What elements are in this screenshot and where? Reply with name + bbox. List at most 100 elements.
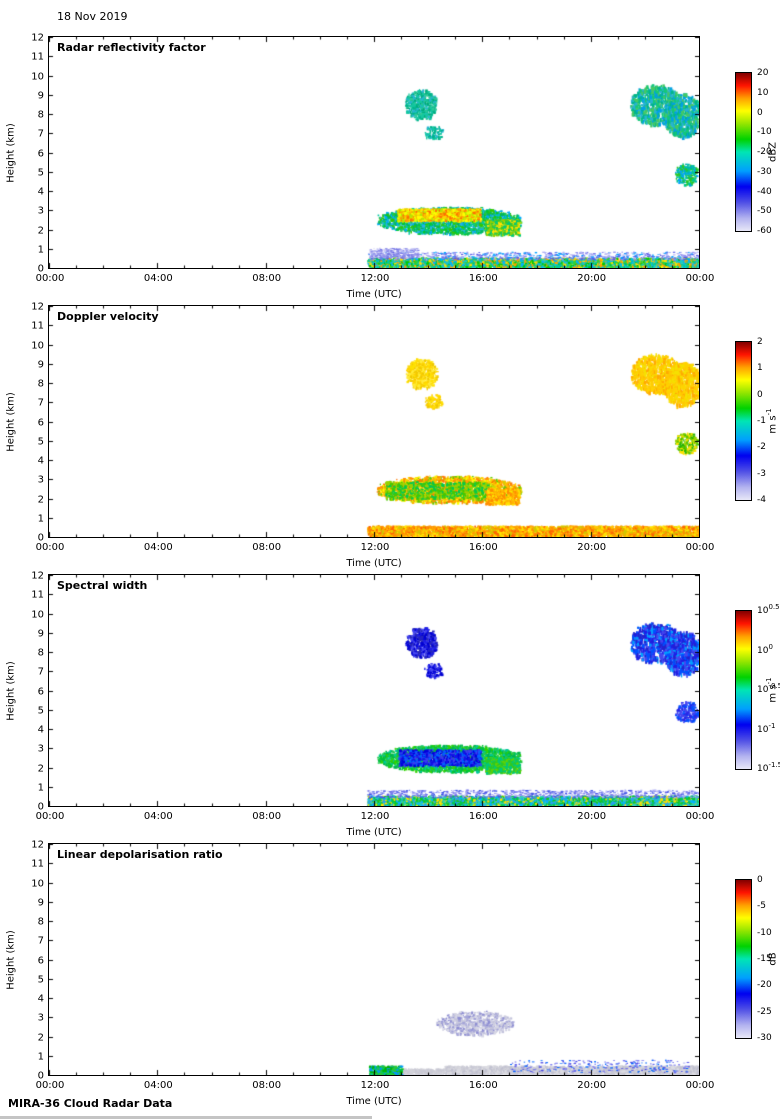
y-tick-label: 3 (37, 1012, 44, 1024)
colorbar-tick-label: -15 (757, 954, 772, 964)
y-tick-label: 4 (37, 186, 44, 198)
x-tick-label: 16:00 (468, 811, 498, 822)
colorbar-tick-label: -1 (757, 416, 766, 426)
colorbar-unit-label: m s-1 (765, 408, 779, 434)
x-tick-label: 08:00 (252, 811, 282, 822)
y-tick-label: 5 (37, 436, 44, 448)
colorbar: 0 -5 -10 -15 -20 -25 -30 (735, 875, 772, 1043)
y-tick-label: 4 (37, 455, 44, 467)
y-tick-label: 10 (31, 878, 44, 889)
x-tick-label: 12:00 (360, 542, 390, 553)
colorbar-tick-label: 20 (757, 68, 769, 78)
y-tick-label: 1 (37, 782, 44, 794)
heatmap-canvas (49, 575, 699, 806)
panel-4-linear-depolarisation-ratio: Linear depolarisation ratio Height (km) 0 1… (0, 835, 780, 1108)
bottom-edge-artifact (0, 1116, 372, 1119)
y-tick-label: 10 (31, 71, 44, 82)
colorbar-tick-label: -30 (757, 1033, 772, 1043)
y-tick-label: 12 (31, 839, 44, 851)
y-tick-label: 1 (37, 1051, 44, 1063)
date-label: 18 Nov 2019 (57, 10, 128, 23)
x-tick-label: 20:00 (577, 811, 607, 822)
y-tick-label: 12 (31, 301, 44, 313)
colorbar-tick-label: -40 (757, 186, 772, 197)
x-tick-label: 08:00 (252, 273, 282, 284)
colorbar-tick-label: -50 (757, 206, 772, 217)
y-tick-label: 6 (37, 955, 44, 966)
y-tick-label: 7 (37, 397, 44, 409)
colorbar-tick-label: -3 (757, 468, 766, 479)
colorbar-tick-label: 100 (757, 642, 773, 656)
x-axis-label: Time (UTC) (346, 827, 402, 838)
y-tick-label: 4 (37, 724, 44, 736)
colorbar: 2 1 0 -1 -2 -3 -4 (735, 337, 766, 505)
y-tick-label: 0 (37, 263, 44, 275)
panel-3-spectral-width: Spectral width Height (km) 0 1 2 3 4 5 6 7 8 9 10 11 1… (0, 566, 780, 839)
y-tick-label: 4 (37, 993, 44, 1005)
y-tick-label: 7 (37, 666, 44, 678)
x-axis-label: Time (UTC) (346, 1096, 402, 1107)
x-tick-label: 16:00 (468, 1080, 498, 1091)
y-tick-label: 12 (31, 570, 44, 582)
colorbar-unit-label: dBZ (767, 141, 779, 163)
colorbar-tick-label: 0 (757, 875, 763, 885)
plot-area: Doppler velocity Height (km) 0 1 2 3 4 5 6 7 8 9 10 1… (6, 302, 715, 570)
y-tick-label: 8 (37, 916, 44, 928)
x-tick-label: 04:00 (143, 811, 173, 822)
heatmap-canvas (49, 306, 699, 537)
y-axis-label: Height (km) (5, 122, 17, 183)
x-axis-label: Time (UTC) (346, 558, 402, 569)
colorbar-gradient (736, 73, 751, 231)
y-tick-label: 2 (37, 1032, 44, 1043)
colorbar: 100.5 100 10-0.5 10-1 10-1.5 (735, 604, 780, 774)
colorbar-tick-label: -25 (757, 1006, 772, 1017)
colorbar-tick-label: 10-1.5 (757, 761, 780, 775)
colorbar-gradient (736, 611, 751, 769)
x-tick-label: 00:00 (35, 1080, 65, 1091)
x-tick-label: 12:00 (360, 273, 390, 284)
plot-area: Radar reflectivity factor Height (km) 0 1 2 3… (6, 33, 715, 301)
x-tick-label: 12:00 (360, 1080, 390, 1091)
colorbar-unit-label: dB (767, 952, 779, 966)
colorbar-tick-label: 0 (757, 389, 763, 400)
y-axis-label: Height (km) (5, 929, 17, 990)
panel-2-doppler-velocity: Doppler velocity Height (km) 0 1 2 3 4 5 6 7 8 9 10 1… (0, 297, 780, 570)
x-tick-label: 04:00 (143, 542, 173, 553)
x-tick-label: 00:00 (35, 273, 65, 284)
y-tick-label: 0 (37, 1070, 44, 1082)
x-tick-label: 20:00 (577, 542, 607, 553)
y-tick-label: 1 (37, 513, 44, 525)
y-tick-label: 0 (37, 801, 44, 813)
y-tick-label: 12 (31, 32, 44, 44)
colorbar-tick-label: 100.5 (757, 603, 780, 617)
x-tick-label: 20:00 (577, 273, 607, 284)
plot-area: Linear depolarisation ratio Height (km) 0 1… (6, 840, 715, 1108)
y-tick-label: 11 (31, 589, 44, 601)
x-tick-label: 00:00 (685, 273, 715, 284)
y-tick-label: 3 (37, 205, 44, 217)
y-tick-label: 9 (37, 628, 44, 640)
x-tick-label: 00:00 (685, 1080, 715, 1091)
x-tick-label: 00:00 (685, 542, 715, 553)
plot-title: Radar reflectivity factor (57, 41, 206, 54)
colorbar-tick-label: -4 (757, 495, 766, 505)
y-tick-label: 9 (37, 90, 44, 102)
y-axis-label: Height (km) (5, 391, 17, 452)
colorbar-tick-label: 10-1 (757, 721, 776, 735)
y-tick-label: 10 (31, 609, 44, 620)
colorbar-tick-label: 10-0.5 (757, 682, 780, 696)
y-tick-label: 6 (37, 686, 44, 697)
x-tick-label: 08:00 (252, 1080, 282, 1091)
y-tick-label: 8 (37, 378, 44, 390)
colorbar-tick-label: -30 (757, 166, 772, 177)
x-tick-label: 04:00 (143, 273, 173, 284)
colorbar-tick-label: -2 (757, 442, 766, 453)
colorbar-unit-label: m s-1 (765, 677, 779, 703)
colorbar-gradient (736, 880, 751, 1038)
plot-title: Linear depolarisation ratio (57, 848, 223, 861)
y-tick-label: 9 (37, 359, 44, 371)
y-tick-label: 7 (37, 935, 44, 947)
colorbar-tick-label: 2 (757, 337, 763, 347)
colorbar-tick-label: -10 (757, 927, 772, 938)
x-tick-label: 00:00 (35, 542, 65, 553)
